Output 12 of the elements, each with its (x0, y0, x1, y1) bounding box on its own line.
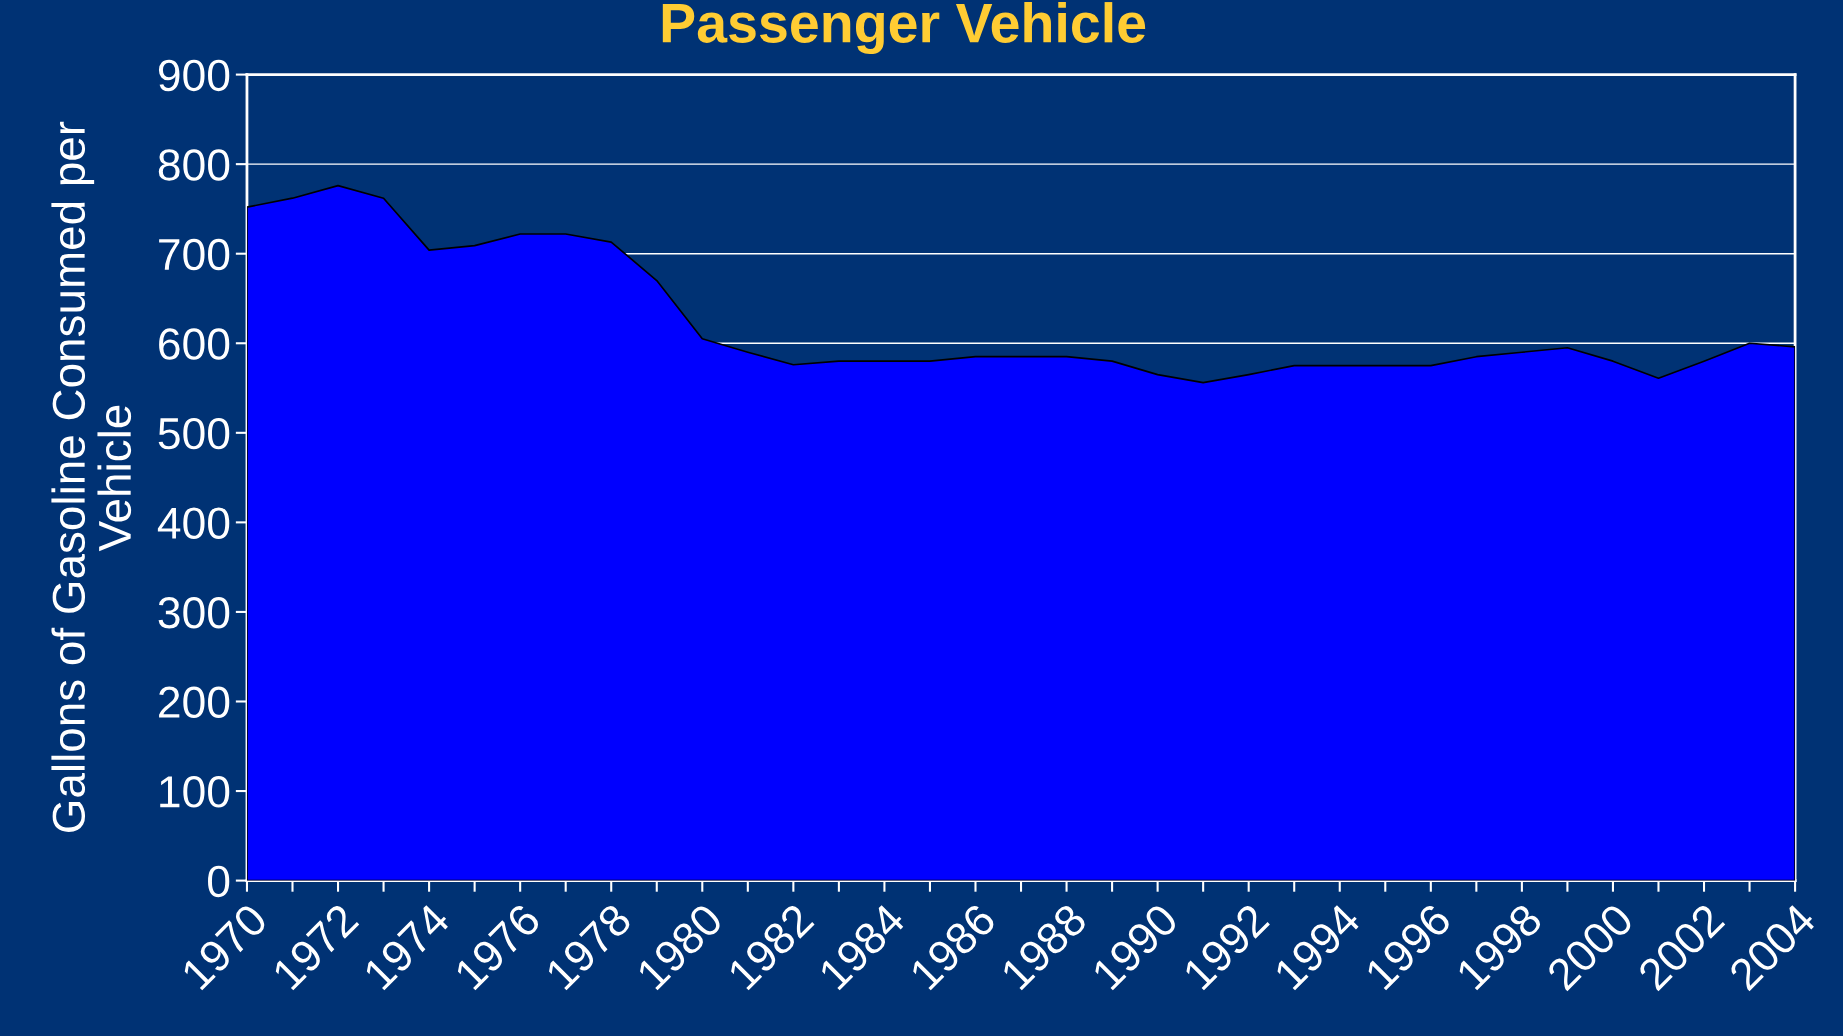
y-tick-label: 600 (159, 328, 230, 360)
y-tick-label: 0 (208, 865, 230, 898)
chart-title: Passenger Vehicle (662, 2, 1146, 55)
y-tick-label: 300 (158, 597, 230, 629)
y-tick-label: 200 (159, 686, 230, 719)
y-tick-label: 100 (160, 776, 230, 808)
y-tick-label: 700 (159, 238, 230, 271)
y-tick-label: 500 (158, 417, 230, 450)
y-axis-title: Gallons of Gasoline Consumed per Vehicle (51, 121, 132, 832)
y-tick-label: 900 (158, 59, 230, 92)
y-tick-label: 400 (157, 507, 230, 539)
y-tick-label: 800 (158, 149, 230, 181)
